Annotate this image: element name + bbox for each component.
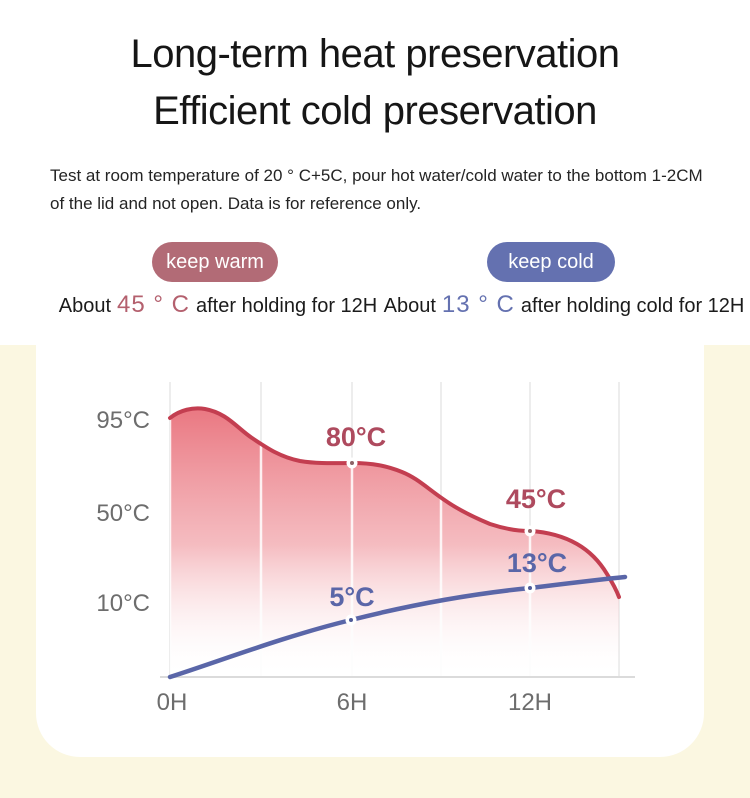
warm-caption-temperature: 45 ° C xyxy=(117,291,190,318)
keep-warm-badge-label: keep warm xyxy=(166,250,264,273)
warm-point-label-6h: 80°C xyxy=(326,422,386,452)
cold-series-line xyxy=(167,574,628,680)
keep-cold-badge: keep cold xyxy=(487,242,615,282)
page-title: Long-term heat preservation Efficient co… xyxy=(0,26,750,140)
y-tick-10c: 10°C xyxy=(96,590,150,617)
warm-series-line xyxy=(168,406,621,599)
test-conditions-note: Test at room temperature of 20 ° C+5C, p… xyxy=(50,162,730,218)
y-tick-50c: 50°C xyxy=(96,500,150,527)
x-tick-6h: 6H xyxy=(337,689,368,716)
cold-caption-suffix: after holding cold for 12H xyxy=(520,295,745,317)
cold-data-points xyxy=(345,582,536,626)
title-line-cold: Efficient cold preservation xyxy=(153,89,597,133)
x-tick-0h: 0H xyxy=(157,689,188,716)
cold-point-label-12h: 13°C xyxy=(507,548,567,578)
warm-caption-suffix: after holding for 12H xyxy=(196,295,378,317)
warm-area-fill xyxy=(170,408,619,677)
cold-caption-prefix: About xyxy=(383,295,436,317)
keep-warm-badge: keep warm xyxy=(152,242,278,282)
keep-cold-caption: About 13 ° C after holding cold for 12H xyxy=(383,291,745,323)
keep-warm-caption: About 45 ° C after holding for 12H xyxy=(58,291,378,323)
warm-data-points xyxy=(346,457,536,537)
title-line-heat: Long-term heat preservation xyxy=(130,32,621,76)
note-line-2: of the lid and not open. Data is for ref… xyxy=(50,194,422,213)
temperature-chart: 80°C 45°C 5°C 13°C 95°C 50°C 10°C 0H 6H … xyxy=(96,382,635,716)
cold-point-label-6h: 5°C xyxy=(329,582,374,612)
y-tick-95c: 95°C xyxy=(96,407,150,434)
cold-caption-temperature: 13 ° C xyxy=(441,291,515,318)
warm-point-label-12h: 45°C xyxy=(506,484,566,514)
keep-cold-badge-label: keep cold xyxy=(508,250,594,273)
x-tick-12h: 12H xyxy=(508,689,552,716)
warm-caption-prefix: About xyxy=(58,295,112,317)
note-line-1: Test at room temperature of 20 ° C+5C, p… xyxy=(50,166,703,185)
